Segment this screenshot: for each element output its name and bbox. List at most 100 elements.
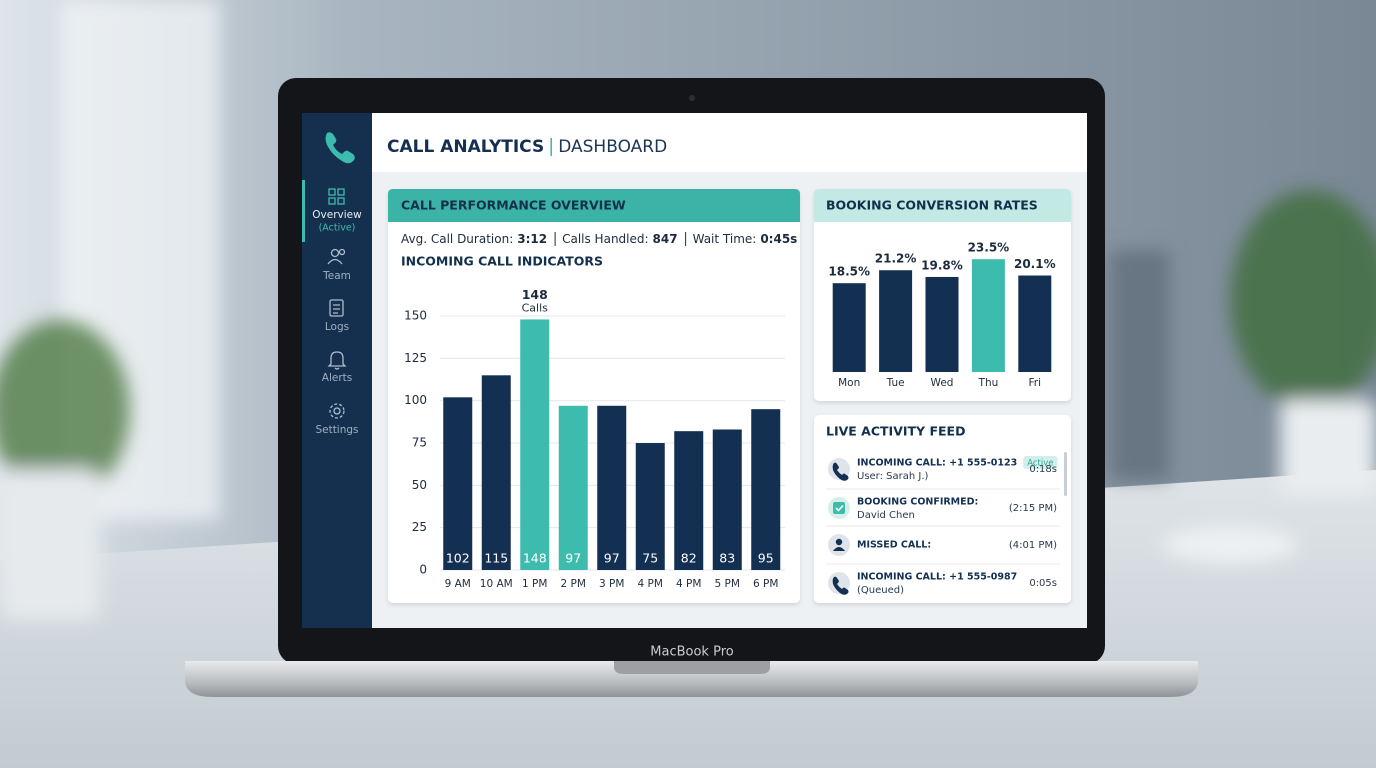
stat-label: Calls Handled: [562, 232, 648, 246]
x-tick-label: Mon [838, 377, 860, 389]
x-tick-label: 10 AM [480, 578, 513, 590]
person-body [833, 547, 845, 551]
alerts-icon [327, 351, 347, 370]
stat: Calls Handled: 847 [562, 232, 678, 246]
y-tick-label: 100 [404, 393, 427, 407]
plant-left [0, 320, 130, 620]
logo [325, 132, 355, 164]
header-title: CALL ANALYTICS [387, 137, 544, 157]
sidebar-note: (Active) [319, 223, 356, 234]
bar [635, 443, 665, 570]
x-tick-label: 6 PM [753, 578, 778, 590]
stat-label: Avg. Call Duration: [401, 232, 513, 246]
value-label: 23.5% [968, 241, 1010, 255]
x-tick-label: 9 AM [445, 578, 471, 590]
stat-label: Wait Time: [693, 232, 757, 246]
feed-item-title: INCOMING CALL: +1 555-0987 [857, 572, 1017, 583]
feed-title: LIVE ACTIVITY FEED [826, 424, 965, 439]
bar [674, 431, 704, 570]
value-label: 148 [523, 551, 547, 566]
value-label: 20.1% [1014, 257, 1056, 271]
x-tick-label: Fri [1029, 377, 1042, 389]
chart-title: INCOMING CALL INDICATORS [401, 254, 603, 269]
bar [971, 259, 1005, 372]
value-label: 83 [719, 551, 735, 566]
stat-value: 3:12 [517, 232, 547, 246]
sidebar-label: Team [322, 270, 351, 282]
camera [689, 95, 695, 101]
status-badge [1023, 456, 1058, 469]
status-badge-text: Active [1027, 459, 1053, 469]
overview-icon [328, 188, 345, 205]
y-tick-label: 0 [419, 563, 427, 577]
laptop-notch [614, 661, 770, 674]
feed-item-time: 0:05s [1029, 578, 1057, 589]
x-tick-label: Thu [978, 377, 999, 389]
device-label: MacBook Pro [650, 645, 733, 660]
check-icon [833, 502, 845, 514]
y-tick-label: 150 [404, 309, 427, 323]
value-label: 82 [681, 551, 697, 566]
y-tick-label: 50 [412, 478, 427, 492]
bar [832, 283, 866, 372]
value-label: 21.2% [875, 252, 917, 266]
plant-right [1110, 190, 1376, 563]
person-head [835, 538, 843, 546]
x-tick-label: Tue [886, 377, 905, 389]
feed-item-title: BOOKING CONFIRMED: [857, 497, 978, 508]
team-icon [327, 248, 346, 265]
value-label: 97 [604, 551, 620, 566]
performance-header [388, 189, 800, 222]
y-tick-label: 25 [412, 520, 427, 534]
x-tick-label: Wed [931, 377, 954, 389]
feed-item-title: INCOMING CALL: +1 555-0123 [857, 458, 1017, 469]
settings-icon [329, 403, 345, 419]
active-indicator [302, 180, 305, 242]
stat: Avg. Call Duration: 3:12 [401, 232, 547, 246]
sidebar-label: Logs [325, 321, 349, 333]
value-label: 115 [484, 551, 508, 566]
stat: Wait Time: 0:45s [693, 232, 798, 246]
annotation-text: Calls [522, 301, 549, 314]
bar [558, 405, 588, 570]
sidebar-label: Overview [312, 209, 362, 221]
feed-item-time: 0:18s [1029, 464, 1057, 475]
x-tick-label: 5 PM [715, 578, 740, 590]
x-tick-label: 4 PM [638, 578, 663, 590]
bar [712, 429, 742, 570]
sidebar-label: Alerts [322, 372, 352, 384]
header [372, 113, 1087, 172]
bar [520, 319, 550, 570]
x-tick-label: 1 PM [522, 578, 547, 590]
bar [879, 270, 913, 372]
header-subtitle: DASHBOARD [558, 137, 667, 157]
laptop-base [185, 661, 1198, 697]
y-tick-label: 125 [404, 351, 427, 365]
bar [481, 375, 511, 570]
value-label: 75 [642, 551, 658, 566]
x-tick-label: 2 PM [561, 578, 586, 590]
feed-item-time: (4:01 PM) [1009, 540, 1057, 551]
phone-icon [832, 462, 849, 481]
stat-value: 0:45s [760, 232, 797, 246]
bar [751, 409, 781, 570]
value-label: 95 [758, 551, 774, 566]
feed-item-detail: David Chen [857, 510, 915, 521]
value-label: 102 [446, 551, 470, 566]
x-tick-label: 4 PM [676, 578, 701, 590]
value-label: 97 [565, 551, 581, 566]
bar [443, 397, 473, 570]
performance-title: CALL PERFORMANCE OVERVIEW [401, 198, 626, 213]
feed-item-time: (2:15 PM) [1009, 503, 1057, 514]
annotation-value: 148 [522, 287, 548, 302]
feed-item-detail: User: Sarah J.) [857, 471, 929, 482]
phone-icon [832, 576, 849, 595]
sidebar-icons [327, 188, 347, 419]
x-tick-label: 3 PM [599, 578, 624, 590]
y-tick-label: 75 [412, 436, 427, 450]
feed-card [814, 415, 1071, 603]
sidebar-label: Settings [315, 424, 358, 436]
value-label: 18.5% [828, 265, 870, 279]
